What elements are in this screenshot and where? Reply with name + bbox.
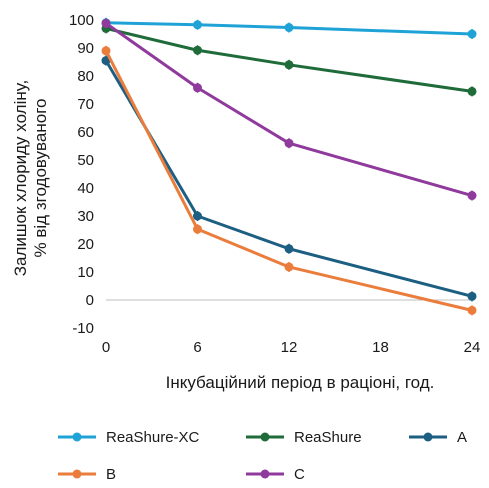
data-point bbox=[101, 46, 111, 56]
x-tick-label: 0 bbox=[102, 339, 110, 356]
legend-item-reashure-xc: ReaShure-XC bbox=[58, 429, 200, 446]
series-line-c bbox=[105, 22, 473, 198]
data-point bbox=[193, 45, 202, 55]
data-point bbox=[101, 18, 111, 28]
data-point bbox=[284, 244, 294, 254]
data-point bbox=[467, 29, 477, 39]
y-tick-label: 40 bbox=[77, 180, 94, 197]
data-point bbox=[284, 60, 294, 70]
x-tick-label: 18 bbox=[372, 339, 389, 356]
y-tick-label: 80 bbox=[77, 68, 94, 85]
legend: ReaShure-XC ReaShure A B C bbox=[58, 429, 467, 483]
y-axis-ticks: -10 0 10 20 30 40 50 60 70 80 90 100 bbox=[69, 12, 94, 337]
legend-label: A bbox=[457, 429, 467, 446]
data-point bbox=[284, 138, 294, 148]
y-tick-label: 100 bbox=[69, 12, 94, 29]
series-reashure-xc bbox=[101, 17, 477, 39]
y-axis-title: Залишок хлориду холіну, % від згодовуван… bbox=[11, 80, 50, 277]
y-tick-label: 60 bbox=[77, 124, 94, 141]
legend-item-b: B bbox=[58, 466, 116, 483]
y-axis-title-line2: % від згодовуваного bbox=[31, 99, 50, 258]
legend-label: ReaShure bbox=[294, 429, 362, 446]
series-layer bbox=[101, 17, 477, 316]
data-point bbox=[284, 262, 294, 272]
legend-item-c: C bbox=[246, 466, 305, 483]
legend-label: C bbox=[294, 466, 305, 483]
legend-marker bbox=[72, 432, 82, 442]
x-axis-ticks: 0 6 12 18 24 bbox=[102, 339, 481, 356]
data-point bbox=[467, 191, 477, 201]
y-tick-label: 50 bbox=[77, 152, 94, 169]
x-tick-label: 12 bbox=[281, 339, 298, 356]
y-axis-title-line1: Залишок хлориду холіну, bbox=[11, 80, 30, 277]
y-tick-label: 70 bbox=[77, 96, 94, 113]
x-tick-label: 24 bbox=[464, 339, 481, 356]
series-line-reashure bbox=[105, 26, 473, 93]
y-tick-label: 10 bbox=[77, 264, 94, 281]
series-c bbox=[101, 18, 477, 201]
series-line-b bbox=[104, 50, 473, 312]
series-line-reashure-xc bbox=[105, 21, 473, 36]
legend-marker bbox=[423, 432, 433, 442]
y-tick-label: 90 bbox=[77, 40, 94, 57]
data-point bbox=[193, 211, 202, 221]
data-point bbox=[193, 20, 202, 30]
data-point bbox=[193, 224, 202, 234]
data-point bbox=[467, 291, 477, 301]
legend-marker bbox=[72, 469, 82, 479]
legend-marker bbox=[260, 432, 270, 442]
data-point bbox=[467, 86, 477, 96]
data-point bbox=[193, 83, 202, 93]
series-b bbox=[101, 45, 477, 316]
x-tick-label: 6 bbox=[193, 339, 201, 356]
data-point bbox=[284, 23, 294, 33]
x-axis-title: Інкубаційний період в раціоні, год. bbox=[166, 373, 435, 392]
y-tick-label: 0 bbox=[86, 292, 94, 309]
legend-marker bbox=[260, 469, 270, 479]
legend-item-reashure: ReaShure bbox=[246, 429, 362, 446]
legend-label: B bbox=[106, 466, 116, 483]
legend-label: ReaShure-XC bbox=[106, 429, 200, 446]
legend-item-a: A bbox=[409, 429, 467, 446]
y-tick-label: -10 bbox=[72, 320, 94, 337]
y-tick-label: 30 bbox=[77, 208, 94, 225]
data-point bbox=[467, 305, 477, 315]
y-tick-label: 20 bbox=[77, 236, 94, 253]
